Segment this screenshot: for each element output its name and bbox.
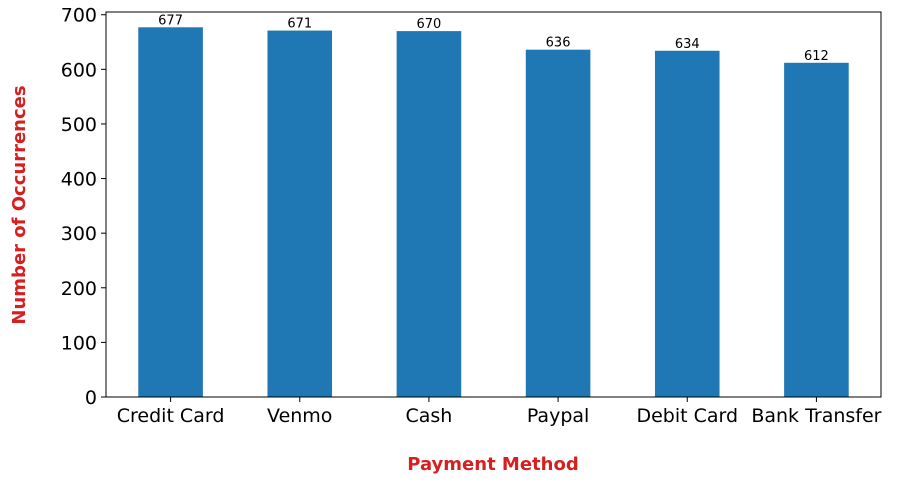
data-labels-group: 677 671 670 636 634 612 [158, 13, 829, 63]
x-axis-title: Payment Method [407, 454, 578, 475]
x-tick-label-2: Cash [405, 405, 452, 427]
x-tick-label-5: Bank Transfer [751, 405, 881, 427]
x-tick-label-3: Paypal [527, 405, 589, 427]
y-tick-label-6: 600 [61, 59, 97, 81]
x-tick-label-4: Debit Card [636, 405, 738, 427]
y-tick-label-1: 100 [61, 332, 97, 354]
bar-0 [138, 27, 203, 398]
bar-5 [784, 62, 849, 398]
y-tick-label-7: 700 [61, 5, 97, 27]
data-label-4: 634 [675, 37, 700, 52]
data-label-5: 612 [804, 49, 829, 64]
data-label-3: 636 [546, 36, 571, 51]
bar-4 [654, 50, 720, 398]
data-label-2: 670 [417, 17, 442, 32]
bar-1 [267, 30, 333, 397]
plot-frame [105, 11, 882, 398]
data-label-0: 677 [158, 13, 183, 28]
data-label-1: 671 [287, 17, 312, 32]
x-axis: Credit Card Venmo Cash Paypal Debit Card Bank… [117, 397, 882, 427]
y-tick-label-0: 0 [85, 387, 97, 409]
bar-2 [396, 31, 462, 398]
y-axis: 0 100 200 300 400 500 600 700 [61, 5, 106, 409]
y-tick-label-2: 200 [61, 278, 97, 300]
y-axis-title: Number of Occurrences [9, 85, 30, 324]
x-tick-label-0: Credit Card [117, 405, 225, 427]
bar-3 [525, 49, 591, 398]
y-tick-label-4: 400 [61, 169, 97, 191]
y-tick-label-5: 500 [61, 114, 97, 136]
y-tick-label-3: 300 [61, 223, 97, 245]
bars-group [138, 27, 849, 398]
x-tick-label-1: Venmo [267, 405, 332, 427]
